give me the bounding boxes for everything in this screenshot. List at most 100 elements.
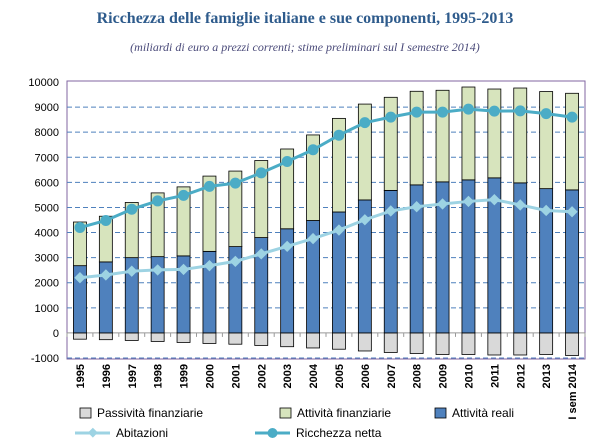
x-tick-label: I sem 2014 xyxy=(567,363,579,420)
legend-item: Abitazioni xyxy=(75,426,168,440)
bar-passivita xyxy=(228,332,243,345)
y-tick-label: 8000 xyxy=(35,127,59,139)
bar-passivita xyxy=(280,332,295,348)
bar-passivita xyxy=(306,332,320,349)
y-tick-label: 4000 xyxy=(35,228,59,240)
y-tick-label: 1000 xyxy=(35,303,59,315)
x-tick-label: 1998 xyxy=(153,364,165,388)
point-ricchezza-netta xyxy=(566,111,578,123)
bar-attivita-finanziarie xyxy=(383,96,398,191)
x-tick-label: 1997 xyxy=(127,364,139,388)
point-ricchezza-netta xyxy=(333,129,345,141)
x-tick-label: 1996 xyxy=(101,364,113,388)
point-ricchezza-netta xyxy=(488,105,500,117)
bar-passivita xyxy=(383,332,398,353)
bar-passivita xyxy=(409,332,424,354)
bar-attivita-finanziarie xyxy=(513,87,528,184)
chart-title: Ricchezza delle famiglie italiane e sue … xyxy=(96,10,514,27)
x-tick-label: 2011 xyxy=(489,364,501,388)
point-abitazioni xyxy=(229,255,242,268)
point-abitazioni xyxy=(540,204,552,217)
point-ricchezza-netta xyxy=(229,177,241,189)
point-abitazioni xyxy=(359,214,371,226)
bar-passivita xyxy=(98,332,113,341)
x-tick-label: 2008 xyxy=(412,364,424,388)
legend-item: Passività finanziarie xyxy=(79,406,203,420)
y-tick-label: 5000 xyxy=(35,202,59,214)
x-tick-label: 2013 xyxy=(541,364,553,388)
x-tick-label: 2005 xyxy=(334,364,346,388)
plot-frame xyxy=(66,80,586,360)
bar-attivita-finanziarie xyxy=(332,117,346,213)
point-ricchezza-netta xyxy=(385,111,397,123)
bar-attivita-finanziarie xyxy=(409,90,424,186)
legend-label: Ricchezza netta xyxy=(296,426,382,440)
y-tick-label: 2000 xyxy=(35,278,59,290)
point-ricchezza-netta xyxy=(462,103,474,115)
x-tick-label: 2006 xyxy=(360,364,372,388)
bar-attivita-finanziarie xyxy=(280,148,295,230)
y-tick-label: 10000 xyxy=(28,77,59,89)
bar-passivita xyxy=(202,332,217,344)
point-ricchezza-netta xyxy=(359,117,371,129)
point-abitazioni xyxy=(177,263,190,276)
point-ricchezza-netta xyxy=(152,195,164,207)
point-ricchezza-netta xyxy=(281,156,293,168)
chart-subtitle: (miliardi di euro a prezzi correnti; sti… xyxy=(130,40,480,54)
legend-item: Attività finanziarie xyxy=(279,406,391,420)
point-ricchezza-netta xyxy=(126,203,138,215)
point-ricchezza-netta xyxy=(203,180,215,192)
y-tick-label: 0 xyxy=(53,328,59,340)
x-tick-label: 2009 xyxy=(438,364,450,388)
legend-item: Attività reali xyxy=(434,406,514,420)
bar-passivita xyxy=(487,332,502,356)
x-tick-label: 1999 xyxy=(179,364,191,388)
x-tick-label: 2004 xyxy=(308,363,320,388)
bar-attivita-finanziarie xyxy=(176,186,191,257)
legend-label: Attività reali xyxy=(452,406,514,420)
y-tick-label: 7000 xyxy=(35,152,59,164)
bar-passivita xyxy=(513,332,528,356)
point-ricchezza-netta xyxy=(514,105,526,117)
bar-attivita-finanziarie xyxy=(254,160,269,238)
bar-attivita-finanziarie xyxy=(539,91,554,190)
point-ricchezza-netta xyxy=(437,106,449,118)
bar-passivita xyxy=(254,332,269,346)
point-abitazioni xyxy=(307,232,319,245)
legend-swatch xyxy=(279,407,292,419)
bar-passivita xyxy=(176,332,191,343)
bar-attivita-finanziarie xyxy=(435,89,450,183)
bar-passivita xyxy=(539,332,554,355)
x-tick-label: 2007 xyxy=(386,364,398,388)
point-abitazioni xyxy=(462,195,475,208)
point-abitazioni xyxy=(151,264,164,276)
bar-attivita-finanziarie xyxy=(357,103,372,201)
x-tick-label: 2010 xyxy=(463,364,475,388)
y-tick-label: 3000 xyxy=(35,253,59,265)
point-abitazioni xyxy=(566,206,578,218)
point-ricchezza-netta xyxy=(255,167,267,179)
point-abitazioni xyxy=(514,199,526,211)
bar-attivita-finanziarie xyxy=(202,175,217,252)
legend-swatch xyxy=(434,407,447,419)
x-tick-label: 2000 xyxy=(204,364,216,388)
legend-label: Abitazioni xyxy=(116,426,168,440)
bar-passivita xyxy=(461,332,476,355)
bar-passivita xyxy=(124,332,139,341)
point-abitazioni xyxy=(281,240,293,253)
legend-label: Passività finanziarie xyxy=(97,406,203,420)
bar-passivita xyxy=(332,332,346,350)
point-abitazioni xyxy=(385,205,397,217)
y-tick-label: 6000 xyxy=(35,177,59,189)
point-ricchezza-netta xyxy=(74,222,86,234)
bar-attivita-finanziarie xyxy=(150,192,165,258)
bar-passivita xyxy=(565,332,579,356)
point-abitazioni xyxy=(203,260,216,272)
point-abitazioni xyxy=(488,194,501,206)
point-abitazioni xyxy=(333,224,345,236)
legend-label: Attività finanziarie xyxy=(297,406,391,420)
bar-attivita-finanziarie xyxy=(124,202,139,259)
bar-passivita xyxy=(150,332,165,342)
legend-marker xyxy=(87,427,98,438)
